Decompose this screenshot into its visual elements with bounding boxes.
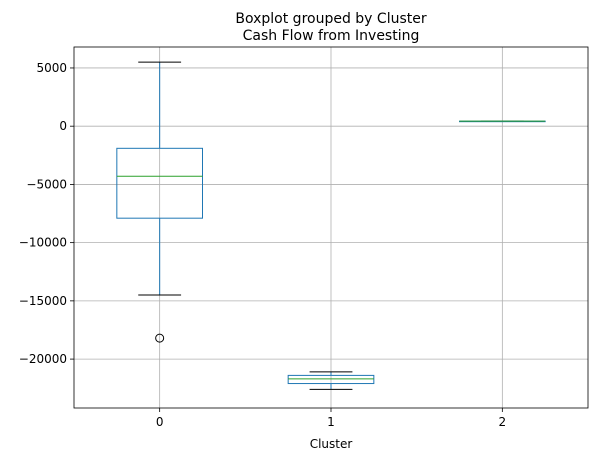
box-iqr bbox=[116, 147, 203, 219]
box-group-0 bbox=[116, 61, 203, 343]
chart-title: Cash Flow from Investing bbox=[243, 28, 420, 44]
x-tick-label: 2 bbox=[499, 415, 507, 429]
axes-frame bbox=[73, 46, 589, 409]
plot-area bbox=[116, 61, 546, 390]
y-tick-label: −15000 bbox=[19, 294, 67, 308]
x-axis-label: Cluster bbox=[310, 437, 353, 451]
outlier-point bbox=[155, 333, 165, 343]
axes: 5000 0 −5000 −10000 −15000 −20000 0 1 2 bbox=[19, 46, 589, 429]
y-tick-label: 0 bbox=[59, 119, 67, 133]
y-tick-label: −10000 bbox=[19, 236, 67, 250]
x-tick-label: 0 bbox=[156, 415, 164, 429]
box-group-1 bbox=[287, 371, 375, 390]
y-tick-label: −5000 bbox=[26, 177, 67, 191]
y-tick-label: −20000 bbox=[19, 352, 67, 366]
x-tick-label: 1 bbox=[327, 415, 335, 429]
chart-suptitle: Boxplot grouped by Cluster bbox=[235, 11, 426, 27]
grid-lines bbox=[74, 47, 588, 408]
box-iqr bbox=[287, 374, 375, 385]
y-tick-label: 5000 bbox=[36, 61, 67, 75]
box-group-2 bbox=[459, 120, 546, 123]
